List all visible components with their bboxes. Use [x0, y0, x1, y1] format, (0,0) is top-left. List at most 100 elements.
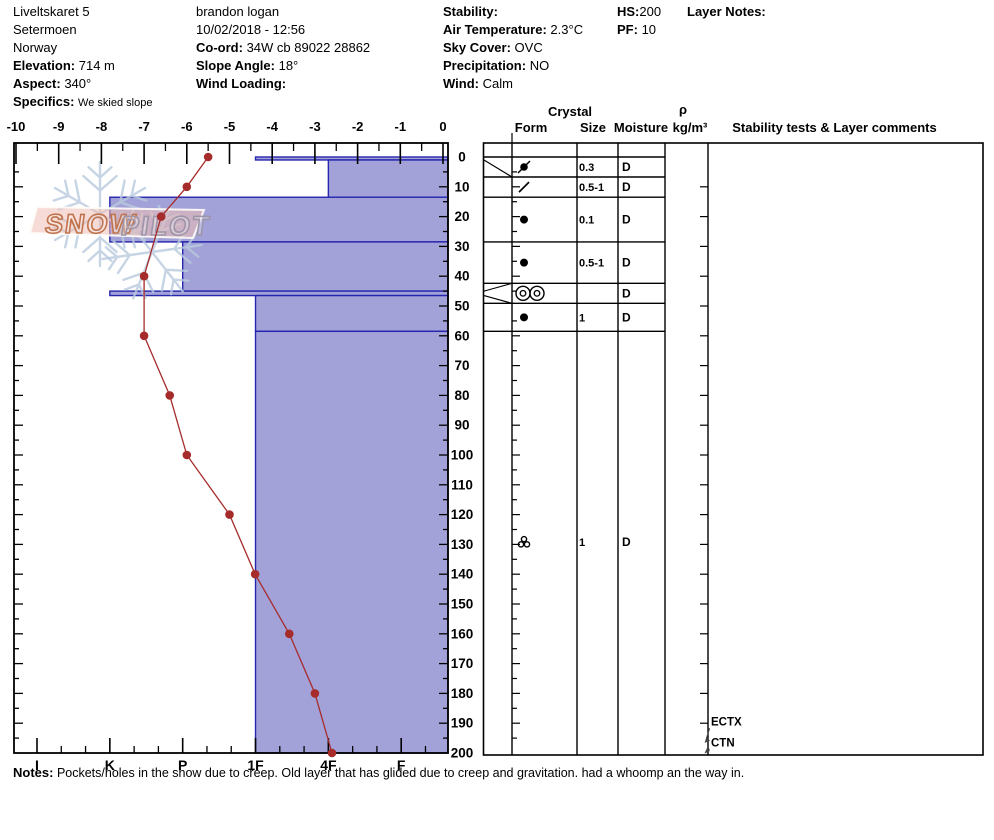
slope-angle: Slope Angle: 18° [196, 58, 299, 73]
pit-notes-text: Pockets/holes in the snow due to creep. … [56, 766, 745, 780]
svg-text:10: 10 [454, 179, 469, 194]
svg-text:0: 0 [458, 150, 466, 165]
grain-form-slash-icon [518, 181, 530, 193]
svg-text:20: 20 [454, 209, 469, 224]
svg-text:0.3: 0.3 [579, 162, 594, 174]
svg-text:120: 120 [451, 507, 474, 522]
density-units-header: kg/m³ [672, 120, 708, 135]
temperature-line [139, 152, 337, 758]
site-town: Setermoen [13, 22, 77, 37]
svg-text:140: 140 [451, 567, 474, 582]
observer-info: brandon logan 10/02/2018 - 12:56 Co-ord:… [196, 3, 370, 93]
precipitation: Precipitation: NO [443, 58, 550, 73]
svg-text:100: 100 [451, 448, 474, 463]
temperature-point [182, 450, 192, 460]
site-elevation: Elevation: 714 m [13, 58, 115, 73]
svg-text:-7: -7 [138, 119, 150, 134]
temperature-point [284, 629, 294, 639]
svg-text:CTN: CTN [711, 738, 735, 750]
site-name: Liveltskaret 5 [13, 4, 90, 19]
svg-text:30: 30 [454, 239, 469, 254]
site-specifics: Specifics: We skied slope [13, 94, 153, 109]
site-country: Norway [13, 40, 58, 55]
temperature-point [327, 748, 337, 758]
svg-text:D: D [622, 256, 631, 270]
svg-text:0.5-1: 0.5-1 [579, 258, 604, 270]
svg-text:I: I [35, 757, 39, 773]
grain-form-dot-icon [520, 215, 528, 224]
svg-text:170: 170 [451, 656, 474, 671]
svg-text:D: D [622, 213, 631, 227]
svg-text:D: D [622, 286, 631, 300]
crystal-header: Crystal [547, 104, 593, 119]
hardness-bars [109, 156, 449, 754]
logo-word-pilot: PILOT [119, 210, 213, 241]
temperature-point [250, 569, 260, 579]
pit-depth: PF: 10 [617, 22, 657, 37]
svg-text:90: 90 [454, 418, 469, 433]
depth-labels: 0 10 20 30 40 50 60 70 80 90 100 110 120 130 140 150 160… [451, 150, 474, 761]
crystal-symbols: 0.3 D0.5-1 D0.1 D0.5-1 DD1 D1 D [515, 160, 631, 549]
site-info: Liveltskaret 5 Setermoen Norway Elevatio… [13, 3, 152, 112]
logo-word-snow: SNOW [43, 208, 139, 239]
coordinates: Co-ord: 34W cb 89022 28862 [196, 40, 371, 55]
grain-form-double-ring-icon [515, 285, 545, 302]
svg-text:4F: 4F [320, 757, 337, 773]
temperature-point [225, 510, 234, 519]
svg-text:0.1: 0.1 [579, 215, 594, 227]
pit-notes-label: Notes: [13, 765, 54, 780]
svg-text:190: 190 [451, 716, 474, 731]
svg-text:-4: -4 [266, 119, 278, 134]
svg-text:K: K [105, 757, 115, 773]
density-symbol-header: ρ [678, 102, 688, 117]
svg-text:F: F [397, 757, 406, 773]
stability: Stability: [443, 4, 498, 19]
svg-text:1F: 1F [247, 757, 264, 773]
svg-text:-5: -5 [224, 119, 236, 134]
layer-notes: Layer Notes: [687, 3, 766, 21]
site-aspect: Aspect: 340° [13, 76, 92, 91]
svg-text:D: D [622, 310, 631, 324]
pit-notes: Notes: Pockets/holes in the snow due to … [13, 765, 744, 780]
profile-table-grid [482, 133, 984, 756]
conditions-info: Stability: Air Temperature: 2.3°C Sky Co… [443, 3, 583, 93]
sky-cover: Sky Cover: OVC [443, 40, 543, 55]
svg-text:180: 180 [451, 686, 474, 701]
temperature-point [139, 331, 149, 341]
svg-text:110: 110 [451, 477, 473, 492]
svg-text:200: 200 [451, 746, 474, 761]
grain-form-dot-slash-icon [517, 160, 531, 174]
svg-text:-8: -8 [96, 119, 108, 134]
grain-form-dot-icon [520, 258, 528, 267]
temperature-point [203, 152, 213, 162]
air-temperature: Air Temperature: 2.3°C [443, 22, 584, 37]
moisture-header: Moisture [613, 120, 669, 135]
wind-loading: Wind Loading: [196, 76, 287, 91]
svg-text:-6: -6 [181, 119, 193, 134]
observation-datetime: 10/02/2018 - 12:56 [196, 22, 306, 37]
size-header: Size [579, 120, 606, 135]
grain-form-dot-icon [520, 313, 528, 322]
temperature-point [310, 689, 320, 698]
wind: Wind: Calm [443, 76, 513, 91]
grain-form-cluster-icon [517, 535, 531, 548]
svg-text:D: D [622, 180, 631, 194]
svg-text:-10: -10 [7, 119, 26, 134]
temperature-point [165, 391, 175, 400]
svg-text:80: 80 [454, 388, 469, 403]
svg-text:0.5-1: 0.5-1 [579, 182, 604, 194]
svg-text:40: 40 [454, 269, 469, 284]
svg-text:0: 0 [439, 119, 446, 134]
svg-text:-9: -9 [53, 119, 65, 134]
svg-text:-3: -3 [309, 119, 321, 134]
svg-text:1: 1 [579, 312, 585, 324]
stability-tests-header: Stability tests & Layer comments [732, 120, 937, 135]
height-of-snow: HS:200 [617, 4, 662, 19]
svg-text:160: 160 [451, 626, 474, 641]
svg-text:60: 60 [454, 328, 469, 343]
svg-text:D: D [622, 535, 631, 549]
layer-notes-label: Layer Notes: [687, 4, 766, 19]
